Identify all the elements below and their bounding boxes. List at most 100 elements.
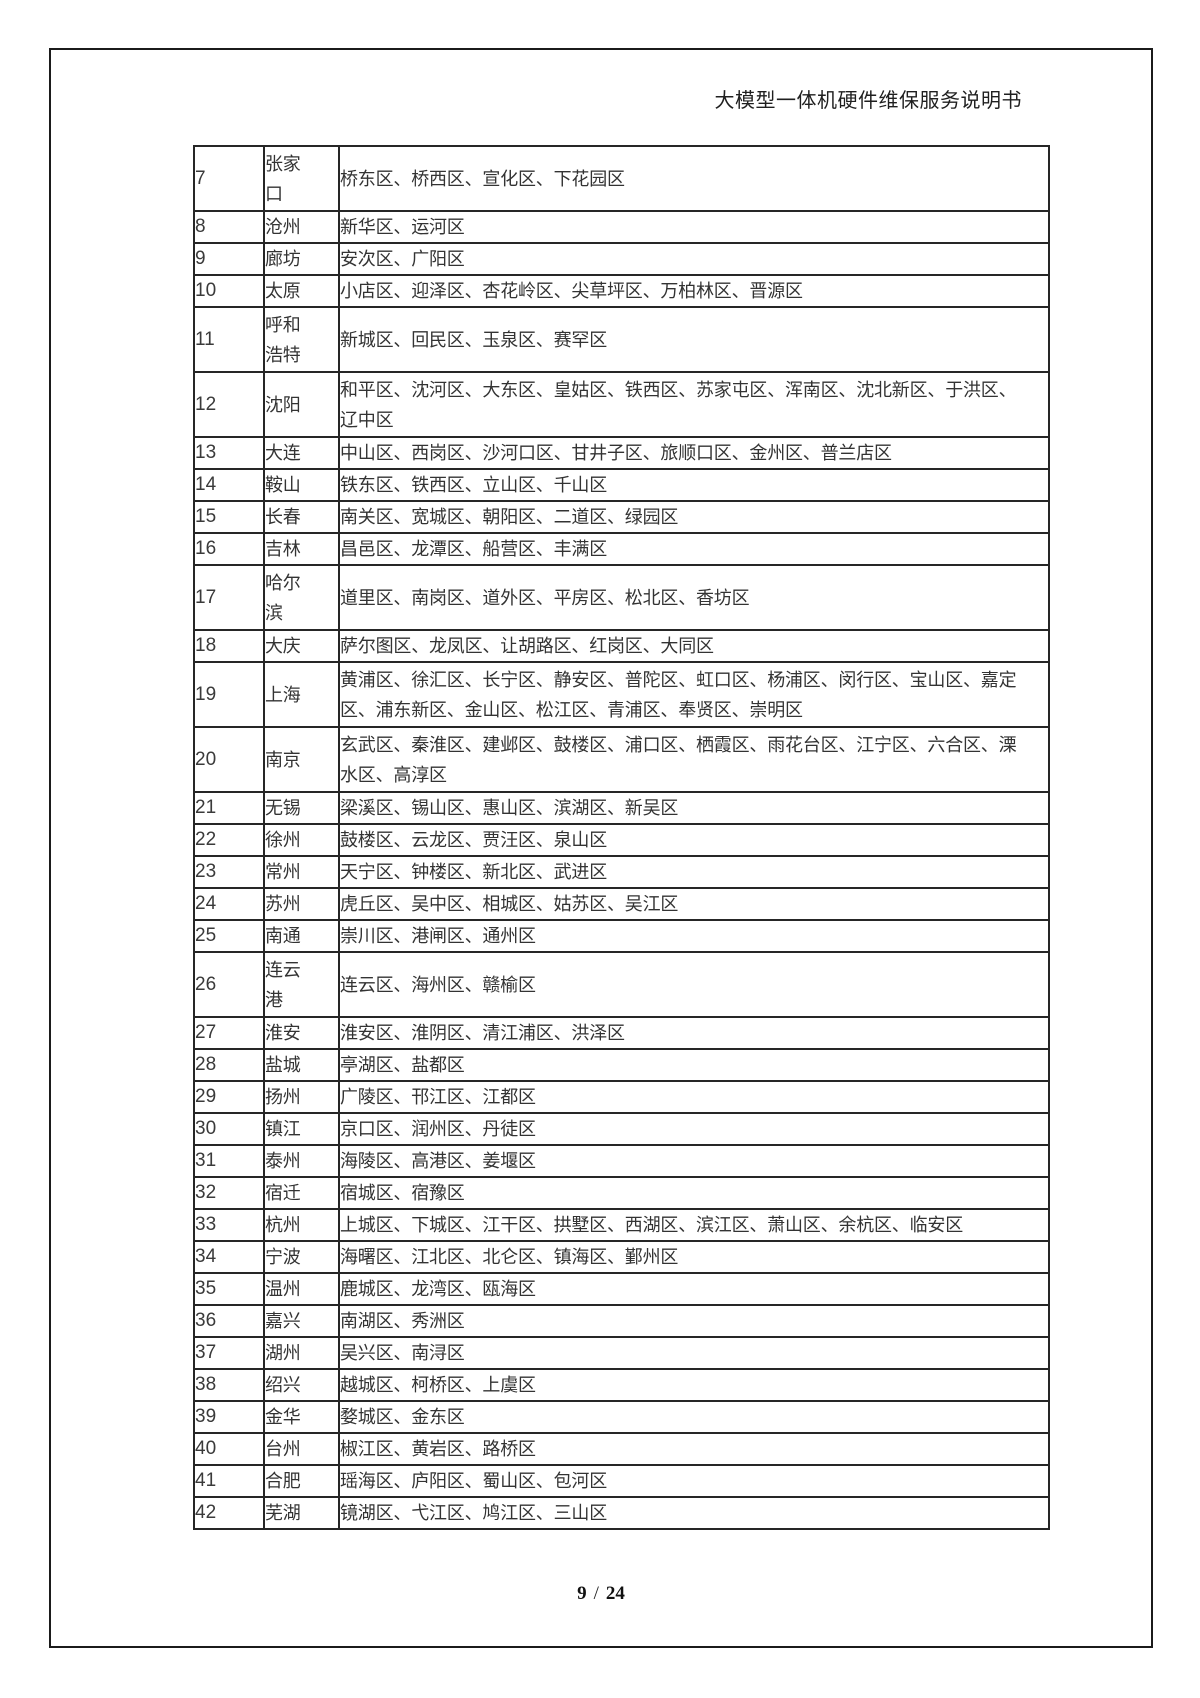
- table-row: 38 绍兴 越城区、柯桥区、上虞区: [193, 1368, 1050, 1402]
- row-number-cell: 9: [193, 242, 265, 276]
- table-row: 26 连云港 连云区、海州区、赣榆区: [193, 951, 1050, 1018]
- cell-text-line: 安次区、广阳区: [340, 249, 465, 269]
- city-name-cell: 台州: [263, 1432, 340, 1466]
- city-name-cell: 上海: [263, 661, 340, 728]
- cell-text-line: 婺城区、金东区: [340, 1407, 465, 1427]
- districts-list-cell: 京口区、润州区、丹徒区: [338, 1112, 1050, 1146]
- districts-list-cell: 崇川区、港闸区、通州区: [338, 919, 1050, 953]
- city-name-cell: 长春: [263, 500, 340, 534]
- city-name-cell: 吉林: [263, 532, 340, 566]
- row-number-cell: 21: [193, 791, 265, 825]
- city-name-cell: 绍兴: [263, 1368, 340, 1402]
- city-name-cell: 嘉兴: [263, 1304, 340, 1338]
- cell-text-line: 中山区、西岗区、沙河口区、甘井子区、旅顺口区、金州区、普兰店区: [340, 443, 892, 463]
- cell-text-line: 广陵区、邗江区、江都区: [340, 1087, 536, 1107]
- city-name-cell: 大庆: [263, 629, 340, 663]
- districts-list-cell: 黄浦区、徐汇区、长宁区、静安区、普陀区、虹口区、杨浦区、闵行区、宝山区、嘉定 区、…: [338, 661, 1050, 728]
- row-number-cell: 7: [193, 145, 265, 212]
- cell-text-line: 玄武区、秦淮区、建邺区、鼓楼区、浦口区、栖霞区、雨花台区、江宁区、六合区、溧: [340, 734, 1017, 755]
- cell-text-line: 区、浦东新区、金山区、松江区、青浦区、奉贤区、崇明区: [340, 699, 803, 720]
- districts-list-cell: 南湖区、秀洲区: [338, 1304, 1050, 1338]
- cell-text-line: 呼和: [265, 314, 301, 335]
- cell-text-line: 港: [265, 989, 283, 1010]
- cell-text-line: 绍兴: [265, 1375, 301, 1395]
- row-number-cell: 31: [193, 1144, 265, 1178]
- page-number-separator: /: [593, 1583, 599, 1604]
- city-name-cell: 泰州: [263, 1144, 340, 1178]
- cell-text-line: 芜湖: [265, 1503, 301, 1523]
- row-number-cell: 15: [193, 500, 265, 534]
- total-page-count: 24: [605, 1583, 625, 1604]
- districts-list-cell: 淮安区、淮阴区、清江浦区、洪泽区: [338, 1016, 1050, 1050]
- cell-text-line: 合肥: [265, 1471, 301, 1491]
- row-number-cell: 8: [193, 210, 265, 244]
- city-name-cell: 宿迁: [263, 1176, 340, 1210]
- districts-list-cell: 吴兴区、南浔区: [338, 1336, 1050, 1370]
- districts-list-cell: 道里区、南岗区、道外区、平房区、松北区、香坊区: [338, 564, 1050, 631]
- table-row: 35 温州 鹿城区、龙湾区、瓯海区: [193, 1272, 1050, 1306]
- row-number-cell: 32: [193, 1176, 265, 1210]
- row-number-cell: 20: [193, 726, 265, 793]
- city-name-cell: 宁波: [263, 1240, 340, 1274]
- districts-list-cell: 上城区、下城区、江干区、拱墅区、西湖区、滨江区、萧山区、余杭区、临安区: [338, 1208, 1050, 1242]
- table-row: 19 上海 黄浦区、徐汇区、长宁区、静安区、普陀区、虹口区、杨浦区、闵行区、宝山…: [193, 661, 1050, 728]
- cell-text-line: 温州: [265, 1279, 301, 1299]
- city-name-cell: 淮安: [263, 1016, 340, 1050]
- row-number-cell: 28: [193, 1048, 265, 1082]
- districts-list-cell: 虎丘区、吴中区、相城区、姑苏区、吴江区: [338, 887, 1050, 921]
- districts-list-cell: 中山区、西岗区、沙河口区、甘井子区、旅顺口区、金州区、普兰店区: [338, 436, 1050, 470]
- city-name-cell: 哈尔滨: [263, 564, 340, 631]
- row-number-cell: 12: [193, 371, 265, 438]
- cell-text-line: 扬州: [265, 1087, 301, 1107]
- table-row: 34 宁波 海曙区、江北区、北仑区、镇海区、鄞州区: [193, 1240, 1050, 1274]
- cell-text-line: 沧州: [265, 217, 301, 237]
- row-number-cell: 23: [193, 855, 265, 889]
- table-row: 42 芜湖 镜湖区、弋江区、鸠江区、三山区: [193, 1496, 1050, 1530]
- cell-text-line: 梁溪区、锡山区、惠山区、滨湖区、新吴区: [340, 798, 679, 818]
- row-number-cell: 40: [193, 1432, 265, 1466]
- city-districts-table-body: 7 张家口 桥东区、桥西区、宣化区、下花园区 8 沧州 新华区、运河区 9 廊坊…: [193, 145, 1050, 1530]
- row-number-cell: 11: [193, 306, 265, 373]
- table-row: 31 泰州 海陵区、高港区、姜堰区: [193, 1144, 1050, 1178]
- table-row: 40 台州 椒江区、黄岩区、路桥区: [193, 1432, 1050, 1466]
- page-footer: 9 / 24: [49, 1583, 1153, 1605]
- cell-text-line: 淮安: [265, 1023, 301, 1043]
- cell-text-line: 台州: [265, 1439, 301, 1459]
- districts-list-cell: 广陵区、邗江区、江都区: [338, 1080, 1050, 1114]
- table-row: 20 南京 玄武区、秦淮区、建邺区、鼓楼区、浦口区、栖霞区、雨花台区、江宁区、六…: [193, 726, 1050, 793]
- table-row: 14 鞍山 铁东区、铁西区、立山区、千山区: [193, 468, 1050, 502]
- cell-text-line: 嘉兴: [265, 1311, 301, 1331]
- cell-text-line: 桥东区、桥西区、宣化区、下花园区: [340, 168, 625, 189]
- table-row: 7 张家口 桥东区、桥西区、宣化区、下花园区: [193, 145, 1050, 212]
- city-name-cell: 廊坊: [263, 242, 340, 276]
- districts-list-cell: 亭湖区、盐都区: [338, 1048, 1050, 1082]
- city-name-cell: 杭州: [263, 1208, 340, 1242]
- row-number-cell: 19: [193, 661, 265, 728]
- cell-text-line: 亭湖区、盐都区: [340, 1055, 465, 1075]
- cell-text-line: 上海: [265, 684, 301, 705]
- cell-text-line: 南京: [265, 749, 301, 770]
- row-number-cell: 27: [193, 1016, 265, 1050]
- cell-text-line: 小店区、迎泽区、杏花岭区、尖草坪区、万柏林区、晋源区: [340, 281, 803, 301]
- city-name-cell: 合肥: [263, 1464, 340, 1498]
- cell-text-line: 哈尔: [265, 572, 301, 593]
- row-number-cell: 39: [193, 1400, 265, 1434]
- table-row: 25 南通 崇川区、港闸区、通州区: [193, 919, 1050, 953]
- city-name-cell: 苏州: [263, 887, 340, 921]
- table-row: 41 合肥 瑶海区、庐阳区、蜀山区、包河区: [193, 1464, 1050, 1498]
- districts-list-cell: 海曙区、江北区、北仑区、镇海区、鄞州区: [338, 1240, 1050, 1274]
- cell-text-line: 道里区、南岗区、道外区、平房区、松北区、香坊区: [340, 587, 750, 608]
- table-row: 17 哈尔滨 道里区、南岗区、道外区、平房区、松北区、香坊区: [193, 564, 1050, 631]
- city-name-cell: 张家口: [263, 145, 340, 212]
- city-name-cell: 大连: [263, 436, 340, 470]
- districts-list-cell: 安次区、广阳区: [338, 242, 1050, 276]
- cell-text-line: 张家: [265, 153, 301, 174]
- districts-list-cell: 镜湖区、弋江区、鸠江区、三山区: [338, 1496, 1050, 1530]
- districts-list-cell: 宿城区、宿豫区: [338, 1176, 1050, 1210]
- row-number-cell: 25: [193, 919, 265, 953]
- row-number-cell: 34: [193, 1240, 265, 1274]
- table-row: 27 淮安 淮安区、淮阴区、清江浦区、洪泽区: [193, 1016, 1050, 1050]
- cell-text-line: 萨尔图区、龙凤区、让胡路区、红岗区、大同区: [340, 636, 714, 656]
- cell-text-line: 徐州: [265, 830, 301, 850]
